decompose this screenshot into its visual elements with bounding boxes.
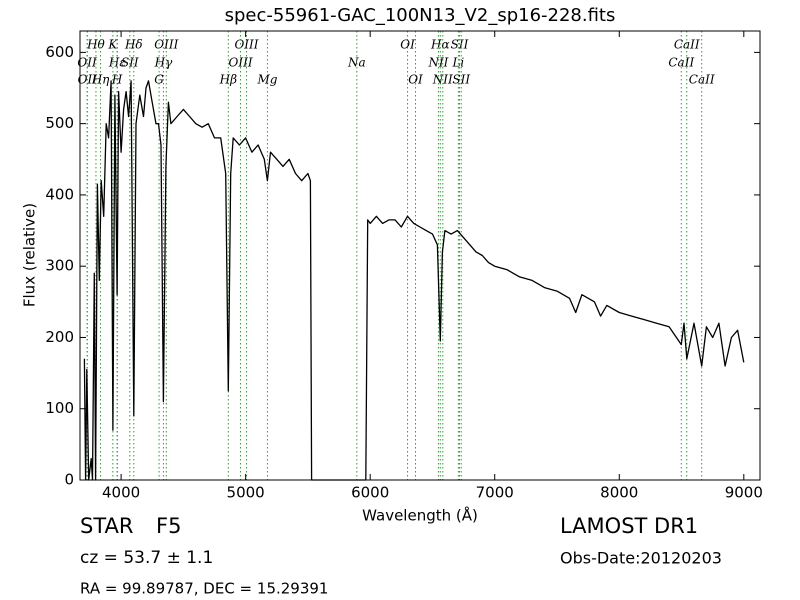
y-tick-label: 500 xyxy=(45,114,74,132)
annotation-label: Mg xyxy=(256,73,277,87)
x-tick-label: 5000 xyxy=(227,484,265,502)
y-tick-label: 0 xyxy=(64,471,74,489)
annotation-label: H xyxy=(111,73,123,87)
annotation-label: NII xyxy=(427,56,448,70)
annotation-label: SII xyxy=(451,38,469,52)
annotation-label: OII xyxy=(78,73,98,87)
annotation-label: SII xyxy=(121,56,139,70)
annotation-label: Hε xyxy=(108,56,126,70)
chart-title: spec-55961-GAC_100N13_V2_sp16-228.fits xyxy=(225,5,616,26)
annotation-label: K xyxy=(107,38,118,52)
annotation-label: OIII xyxy=(234,38,258,52)
annotation-label: Hδ xyxy=(124,38,143,52)
annotation-label: OI xyxy=(408,73,423,87)
plot-frame xyxy=(79,30,761,481)
annotation-label: OIII xyxy=(154,38,178,52)
annotation-label: Hβ xyxy=(219,73,237,87)
star-subclass: F5 xyxy=(156,514,181,538)
annotation-label: G xyxy=(154,73,164,87)
x-tick-label: 4000 xyxy=(102,484,140,502)
survey: LAMOST DR1 xyxy=(560,514,698,538)
annotation-label: CaII xyxy=(668,56,694,70)
annotation-label: OIII xyxy=(229,56,253,70)
y-tick-label: 300 xyxy=(45,257,74,275)
x-tick-label: 9000 xyxy=(725,484,763,502)
annotation-label: Hα xyxy=(430,38,450,52)
x-axis-label: Wavelength (Å) xyxy=(362,506,478,525)
annotation-label: NII xyxy=(432,73,453,87)
star-class: STAR xyxy=(80,514,133,538)
annotation-label: OII xyxy=(77,56,97,70)
annotation-label: Li xyxy=(451,56,464,70)
y-tick-label: 100 xyxy=(45,399,74,417)
y-axis-label: Flux (relative) xyxy=(21,203,39,307)
x-tick-label: 7000 xyxy=(476,484,514,502)
x-tick-label: 8000 xyxy=(600,484,638,502)
y-tick-label: 400 xyxy=(45,185,74,203)
annotation-label: Hθ xyxy=(86,38,105,52)
annotation-label: SII xyxy=(452,73,470,87)
annotation-label: Hη xyxy=(91,73,110,87)
spectrum-line xyxy=(83,80,745,481)
annotation-label: OI xyxy=(400,38,415,52)
coordinates: RA = 99.89787, DEC = 15.29391 xyxy=(80,580,328,598)
y-tick-label: 600 xyxy=(45,43,74,61)
x-tick-label: 6000 xyxy=(351,484,389,502)
y-tick-label: 200 xyxy=(45,328,74,346)
redshift: cz = 53.7 ± 1.1 xyxy=(80,548,213,568)
obs-date: Obs-Date:20120203 xyxy=(560,549,722,568)
annotation-label: CaII xyxy=(674,38,700,52)
annotation-label: Hγ xyxy=(154,56,173,70)
annotation-label: CaII xyxy=(689,73,715,87)
annotation-label: Na xyxy=(347,56,366,70)
